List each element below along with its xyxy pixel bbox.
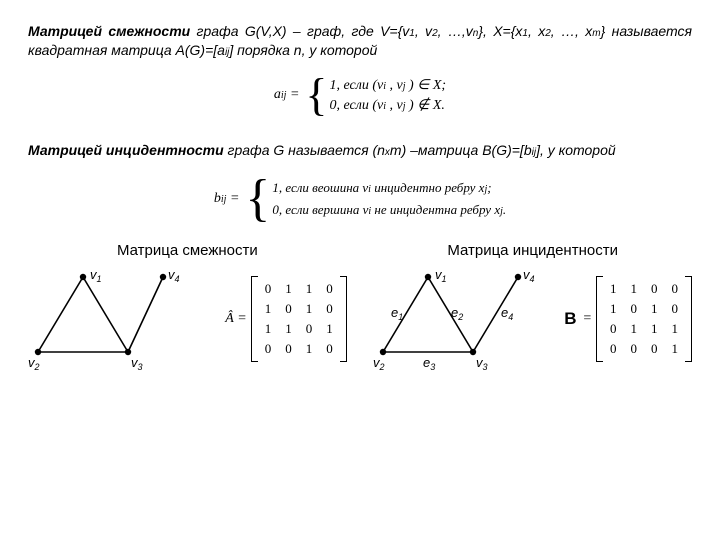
svg-text:v2: v2 (28, 355, 40, 372)
incidence-graph: e1 e2 e3 e4 v1 v2 v3 v4 (373, 267, 548, 372)
svg-text:v1: v1 (90, 267, 102, 284)
incidence-example: Матрица инцидентности e1 e2 e3 e4 v1 v2 v3 v4 B… (373, 242, 692, 372)
svg-text:v3: v3 (476, 355, 488, 372)
svg-text:v4: v4 (168, 267, 180, 284)
svg-text:e2: e2 (451, 305, 463, 322)
examples-row: Матрица смежности v1 v2 v3 v4 Â = 011010101… (28, 242, 692, 372)
adjacency-example: Матрица смежности v1 v2 v3 v4 Â = 011010101… (28, 242, 347, 372)
incidence-definition: Матрицей инцидентности графа G называетс… (28, 141, 692, 160)
svg-text:e3: e3 (423, 355, 435, 372)
svg-text:v4: v4 (523, 267, 535, 284)
svg-text:e1: e1 (391, 305, 403, 322)
adjacency-definition: Матрицей смежности графа G(V,X) – граф, … (28, 22, 692, 60)
svg-text:v1: v1 (435, 267, 447, 284)
term-incidence: Матрицей инцидентности (28, 142, 224, 158)
svg-text:v2: v2 (373, 355, 385, 372)
adjacency-formula: aij = { 1, если (νi , νj ) ∈ X; 0, если … (28, 74, 692, 117)
svg-text:e4: e4 (501, 305, 513, 322)
svg-text:v3: v3 (131, 355, 143, 372)
incidence-title: Матрица инцидентности (373, 242, 692, 259)
term-adjacency: Матрицей смежности (28, 23, 190, 39)
adjacency-title: Матрица смежности (28, 242, 347, 259)
matrix-b: B = 1100101001110001 (564, 276, 692, 362)
matrix-a: Â = 0110101011010010 (225, 276, 347, 362)
incidence-formula: bij = { 1, если веошина νi инцидентно ре… (28, 174, 692, 224)
adjacency-graph: v1 v2 v3 v4 (28, 267, 193, 372)
